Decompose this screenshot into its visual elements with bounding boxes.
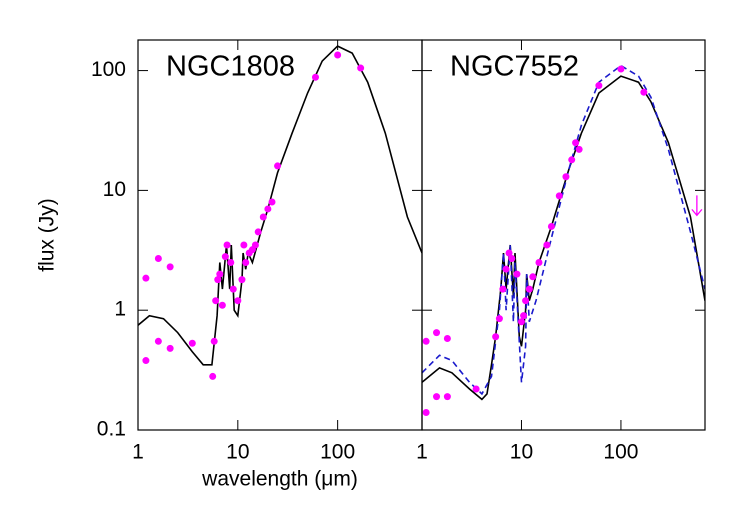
x-tick-label: 1: [416, 441, 428, 464]
data-point: [547, 222, 555, 230]
data-point: [513, 270, 521, 278]
data-point: [142, 274, 150, 282]
data-point: [154, 337, 162, 345]
data-point: [522, 297, 530, 305]
y-tick-label: 0.1: [97, 418, 126, 441]
model-line: [422, 75, 705, 401]
data-point: [443, 393, 451, 401]
data-point: [617, 65, 625, 73]
data-point: [517, 318, 525, 326]
data-point: [422, 337, 430, 345]
data-point: [495, 315, 503, 323]
data-point: [274, 162, 282, 170]
data-point: [443, 335, 451, 343]
panel-frame: [137, 39, 423, 431]
data-point: [218, 301, 226, 309]
x-tick-label: 100: [603, 441, 638, 464]
data-point: [357, 64, 365, 72]
data-point: [572, 139, 580, 147]
data-point: [499, 285, 507, 293]
data-point: [508, 255, 516, 263]
data-point: [216, 270, 224, 278]
data-point: [259, 213, 267, 221]
data-point: [221, 253, 229, 261]
data-point: [520, 312, 528, 320]
panel-title: NGC1808: [166, 51, 295, 83]
y-tick-label: 1: [114, 298, 126, 321]
x-tick-label: 1: [132, 441, 144, 464]
data-point: [238, 276, 246, 284]
model-line-dashed: [422, 64, 705, 396]
model-line: [138, 45, 422, 366]
data-point: [166, 263, 174, 271]
panel-frame: [421, 39, 706, 431]
data-point: [311, 73, 319, 81]
upper-limit: [691, 195, 703, 217]
data-point: [234, 297, 242, 305]
data-point: [502, 265, 510, 273]
data-point: [492, 333, 500, 341]
y-tick-label: 100: [91, 58, 126, 81]
data-point: [251, 241, 259, 249]
data-point: [264, 205, 272, 213]
data-point: [188, 339, 196, 347]
data-point: [210, 337, 218, 345]
y-axis-label: flux (Jy): [36, 198, 59, 272]
data-point: [525, 285, 533, 293]
data-point: [555, 192, 563, 200]
data-point: [254, 228, 262, 236]
data-point: [535, 259, 543, 267]
data-point: [229, 285, 237, 293]
data-point: [227, 259, 235, 267]
data-point: [472, 385, 480, 393]
plot-area: [138, 45, 422, 380]
data-point: [209, 372, 217, 380]
data-point: [562, 173, 570, 181]
y-tick-label: 10: [103, 178, 126, 201]
data-point: [433, 393, 441, 401]
x-tick-label: 10: [510, 441, 533, 464]
data-point: [240, 241, 248, 249]
data-point: [640, 88, 648, 96]
data-point: [422, 408, 430, 416]
data-point: [575, 145, 583, 153]
x-axis-label: wavelength (μm): [201, 468, 358, 491]
plot-area: [422, 64, 705, 416]
data-point: [214, 276, 222, 284]
panel-title: NGC7552: [450, 51, 579, 83]
data-point: [268, 198, 276, 206]
data-point: [543, 241, 551, 249]
data-point: [212, 297, 220, 305]
data-point: [166, 344, 174, 352]
data-point: [334, 51, 342, 59]
data-point: [223, 241, 231, 249]
x-tick-label: 10: [226, 441, 249, 464]
data-point: [595, 82, 603, 90]
data-point: [529, 273, 537, 281]
data-point: [433, 329, 441, 337]
data-point: [568, 156, 576, 164]
data-point: [154, 255, 162, 263]
data-point: [505, 249, 513, 257]
data-point: [142, 357, 150, 365]
x-tick-label: 100: [320, 441, 355, 464]
data-point: [242, 259, 250, 267]
